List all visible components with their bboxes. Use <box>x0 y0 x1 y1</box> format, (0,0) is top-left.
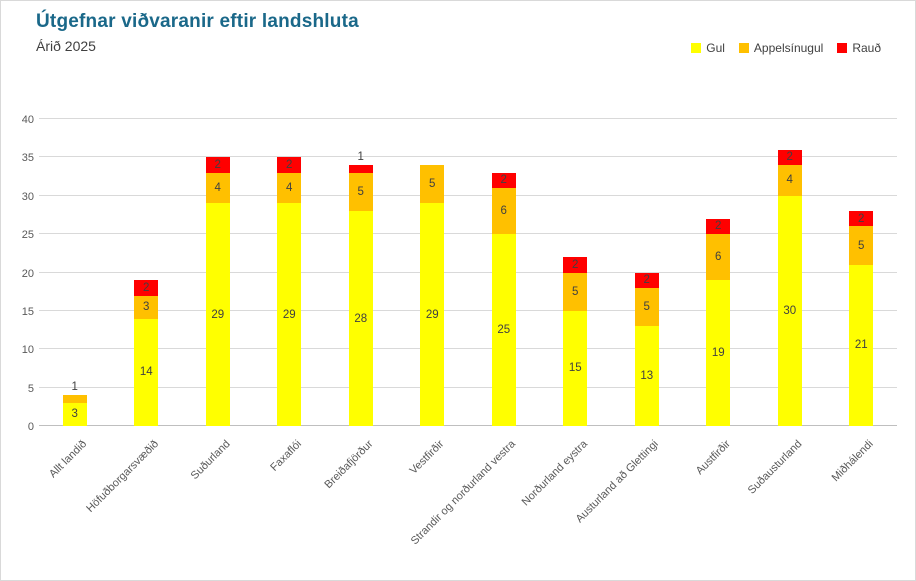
data-label-above: 1 <box>357 151 364 164</box>
y-tick-label: 5 <box>27 382 34 395</box>
y-tick-label: 20 <box>21 267 34 280</box>
x-tick-label-text: Höfuðborgarsvæðið <box>83 438 161 515</box>
x-tick-label-text: Suðausturland <box>745 438 805 497</box>
y-axis: 0 5 10 15 20 25 30 35 40 <box>1 114 34 433</box>
x-tick-label-text: Austfirðir <box>693 438 733 478</box>
bar-segment-gul: 21 <box>849 264 874 426</box>
chart-title: Útgefnar viðvaranir eftir landshluta <box>36 11 359 32</box>
x-tick-label-text: Breiðafjörður <box>322 438 376 492</box>
data-label-above: 1 <box>71 381 78 394</box>
bar-segment-gul: 14 <box>134 318 159 426</box>
gridline <box>39 194 897 196</box>
bar-segment-appelsinugul: 5 <box>420 165 445 204</box>
x-tick-label-text: Miðhálendi <box>829 438 876 485</box>
bar-segment-gul: 13 <box>634 326 659 426</box>
gridline <box>39 233 897 235</box>
bar-segment-gul: 25 <box>491 234 516 426</box>
bar-segment-appelsinugul: 5 <box>348 172 373 212</box>
bar-segment-raud: 2 <box>134 280 159 296</box>
gridline <box>39 386 897 388</box>
legend-label-appelsinugul: Appelsínugul <box>753 41 824 55</box>
legend-marker-gul-icon <box>691 43 702 53</box>
bar-segment-raud: 2 <box>706 218 731 235</box>
bar-segment-appelsinugul: 5 <box>634 287 659 327</box>
y-tick-label: 25 <box>21 229 34 242</box>
legend: Gul Appelsínugul Rauð <box>691 41 881 55</box>
legend-item-gul: Gul <box>691 41 725 55</box>
bar-segment-appelsinugul <box>62 395 87 403</box>
bar-segment-raud: 2 <box>634 272 659 288</box>
gridline <box>39 156 897 158</box>
y-tick-label: 35 <box>21 152 34 165</box>
bar-segment-raud: 2 <box>205 157 230 173</box>
bar-segment-appelsinugul: 5 <box>849 226 874 265</box>
chart-subtitle: Árið 2025 <box>36 38 96 54</box>
bar-segment-gul: 15 <box>563 310 588 426</box>
bar-segment-raud: 2 <box>491 172 516 189</box>
legend-marker-appelsinugul-icon <box>738 43 749 53</box>
bar-segment-appelsinugul: 5 <box>563 272 588 311</box>
bar-segment-appelsinugul: 3 <box>134 295 159 319</box>
bar-segment-raud <box>348 165 373 173</box>
x-tick-label-text: Austurland að Glettingi <box>574 438 662 526</box>
bar-segment-gul: 30 <box>777 195 802 426</box>
x-tick-label-text: Norðurland eystra <box>519 438 590 509</box>
bar-segment-raud: 2 <box>849 211 874 227</box>
bar-segment-gul: 19 <box>706 280 731 426</box>
y-tick-label: 30 <box>21 190 34 203</box>
y-tick-label: 15 <box>21 305 34 318</box>
legend-item-appelsinugul: Appelsínugul <box>738 41 824 55</box>
bar-segment-gul: 29 <box>277 203 302 426</box>
gridline <box>39 425 897 426</box>
bar-segment-gul: 28 <box>348 211 373 426</box>
legend-label-raud: Rauð <box>852 41 881 55</box>
bar-segment-appelsinugul: 4 <box>277 172 302 204</box>
x-tick-label-text: Suðurland <box>188 438 233 482</box>
x-tick-label-text: Allt landið <box>47 438 90 481</box>
bar-segment-appelsinugul: 4 <box>205 172 230 204</box>
bar-segment-appelsinugul: 6 <box>491 188 516 235</box>
legend-marker-raud-icon <box>837 43 848 53</box>
y-tick-label: 40 <box>21 114 34 126</box>
gridline <box>39 348 897 350</box>
bar-segment-gul: 3 <box>62 402 87 426</box>
plot-area: 3 1 14 3 2 29 4 2 29 4 2 28 5 1 29 5 25 6 2 15 5 2 13 5 2 19 6 2 30 4… <box>39 118 897 426</box>
gridline <box>39 309 897 311</box>
x-tick-label-text: Vestfirðir <box>407 438 447 477</box>
x-tick-label-text: Faxaflói <box>268 438 304 474</box>
bar-segment-raud: 2 <box>777 149 802 166</box>
gridline <box>39 271 897 273</box>
legend-item-raud: Rauð <box>837 41 881 55</box>
bar-segment-appelsinugul: 6 <box>706 234 731 281</box>
bar-segment-raud: 2 <box>277 157 302 173</box>
y-tick-label: 0 <box>27 421 34 433</box>
bar-segment-gul: 29 <box>205 203 230 426</box>
bar-segment-appelsinugul: 4 <box>777 165 802 196</box>
bar-segment-raud: 2 <box>563 257 588 273</box>
legend-label-gul: Gul <box>706 41 725 55</box>
y-tick-label: 10 <box>21 344 34 357</box>
gridline <box>39 118 897 119</box>
bar-segment-gul: 29 <box>420 203 445 426</box>
